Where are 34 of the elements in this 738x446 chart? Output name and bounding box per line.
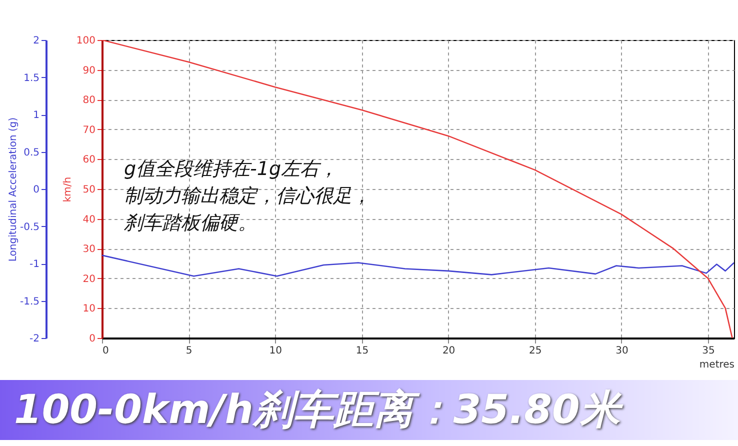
- y-tick-label: -0.5: [20, 222, 40, 233]
- y2-axis-title: km/h: [62, 176, 74, 202]
- y2-tick-label: 100: [76, 36, 96, 46]
- x-tick-label: 0: [102, 346, 109, 356]
- y-tick-label: 1.5: [24, 72, 40, 84]
- x-tick-label: 35: [702, 346, 715, 356]
- x-tick-label: 15: [356, 346, 369, 356]
- y2-tick-label: 0: [89, 334, 96, 344]
- y2-tick-label: 10: [82, 304, 96, 315]
- x-tick-label: 10: [269, 346, 282, 356]
- y-axis-title: Longitudinal Acceleration (g): [8, 117, 19, 262]
- x-axis-title: metres: [699, 360, 734, 370]
- x-tick-label: 20: [442, 346, 456, 356]
- y2-tick-label: 60: [82, 154, 96, 166]
- y-tick-label: -1.5: [20, 296, 40, 308]
- x-tick-label: 30: [616, 346, 628, 356]
- y2-tick-label: 40: [82, 214, 96, 226]
- y2-tick-label: 50: [82, 184, 96, 196]
- y-tick-label: -1: [30, 259, 40, 270]
- y-tick-label: 2: [33, 36, 40, 46]
- y2-tick-label: 30: [82, 244, 96, 256]
- y2-tick-label: 20: [82, 274, 96, 285]
- annotation: g值全段维持在-1g左右，制动力输出稳定，信心很足，刹车踏板偏硬。: [123, 158, 371, 234]
- y-tick-label: 0.5: [24, 147, 40, 158]
- line-series: [102, 254, 734, 277]
- y-tick-label: 0: [33, 184, 40, 196]
- x-tick-label: 5: [186, 346, 192, 356]
- text: 100-0km/h刹车距离：35.80米: [0, 380, 738, 440]
- y2-tick-label: 80: [82, 95, 96, 106]
- y2-tick-label: 90: [82, 65, 96, 76]
- y-tick-label: 1: [33, 110, 40, 121]
- x-tick-label: 25: [529, 346, 542, 356]
- y2-tick-label: 70: [82, 124, 96, 136]
- y-tick-label: -2: [30, 334, 40, 344]
